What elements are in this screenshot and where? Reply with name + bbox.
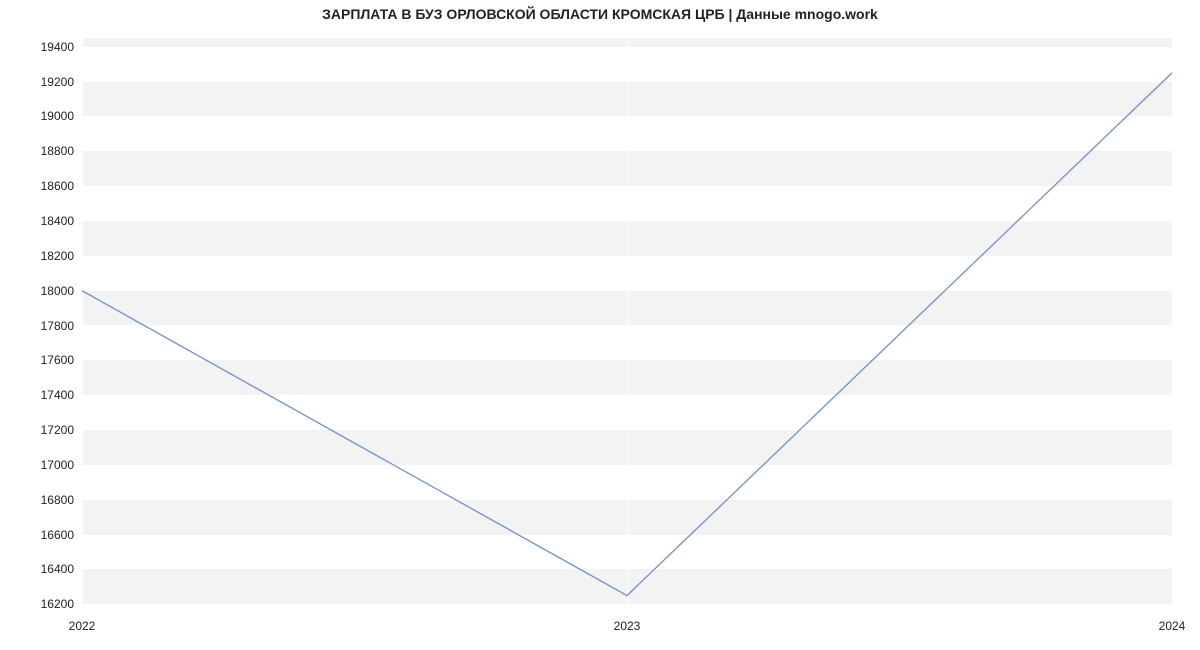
y-tick-label: 17800 <box>41 319 82 333</box>
x-tick-label: 2022 <box>69 613 96 633</box>
y-tick-label: 18800 <box>41 144 82 158</box>
y-tick-label: 19000 <box>41 109 82 123</box>
series-line <box>82 38 1172 613</box>
y-tick-label: 17000 <box>41 458 82 472</box>
x-tick-label: 2024 <box>1159 613 1186 633</box>
y-tick-label: 19400 <box>41 40 82 54</box>
x-tick-label: 2023 <box>614 613 641 633</box>
y-tick-label: 17200 <box>41 423 82 437</box>
y-tick-label: 18200 <box>41 249 82 263</box>
plot-area: 1620016400166001680017000172001740017600… <box>82 38 1172 613</box>
y-tick-label: 16600 <box>41 528 82 542</box>
salary-line-chart: ЗАРПЛАТА В БУЗ ОРЛОВСКОЙ ОБЛАСТИ КРОМСКА… <box>0 0 1200 650</box>
y-tick-label: 18400 <box>41 214 82 228</box>
y-tick-label: 16800 <box>41 493 82 507</box>
y-tick-label: 17400 <box>41 388 82 402</box>
y-tick-label: 16200 <box>41 597 82 611</box>
y-tick-label: 19200 <box>41 75 82 89</box>
chart-title: ЗАРПЛАТА В БУЗ ОРЛОВСКОЙ ОБЛАСТИ КРОМСКА… <box>0 6 1200 22</box>
y-tick-label: 18600 <box>41 179 82 193</box>
y-tick-label: 17600 <box>41 353 82 367</box>
y-tick-label: 16400 <box>41 562 82 576</box>
y-tick-label: 18000 <box>41 284 82 298</box>
